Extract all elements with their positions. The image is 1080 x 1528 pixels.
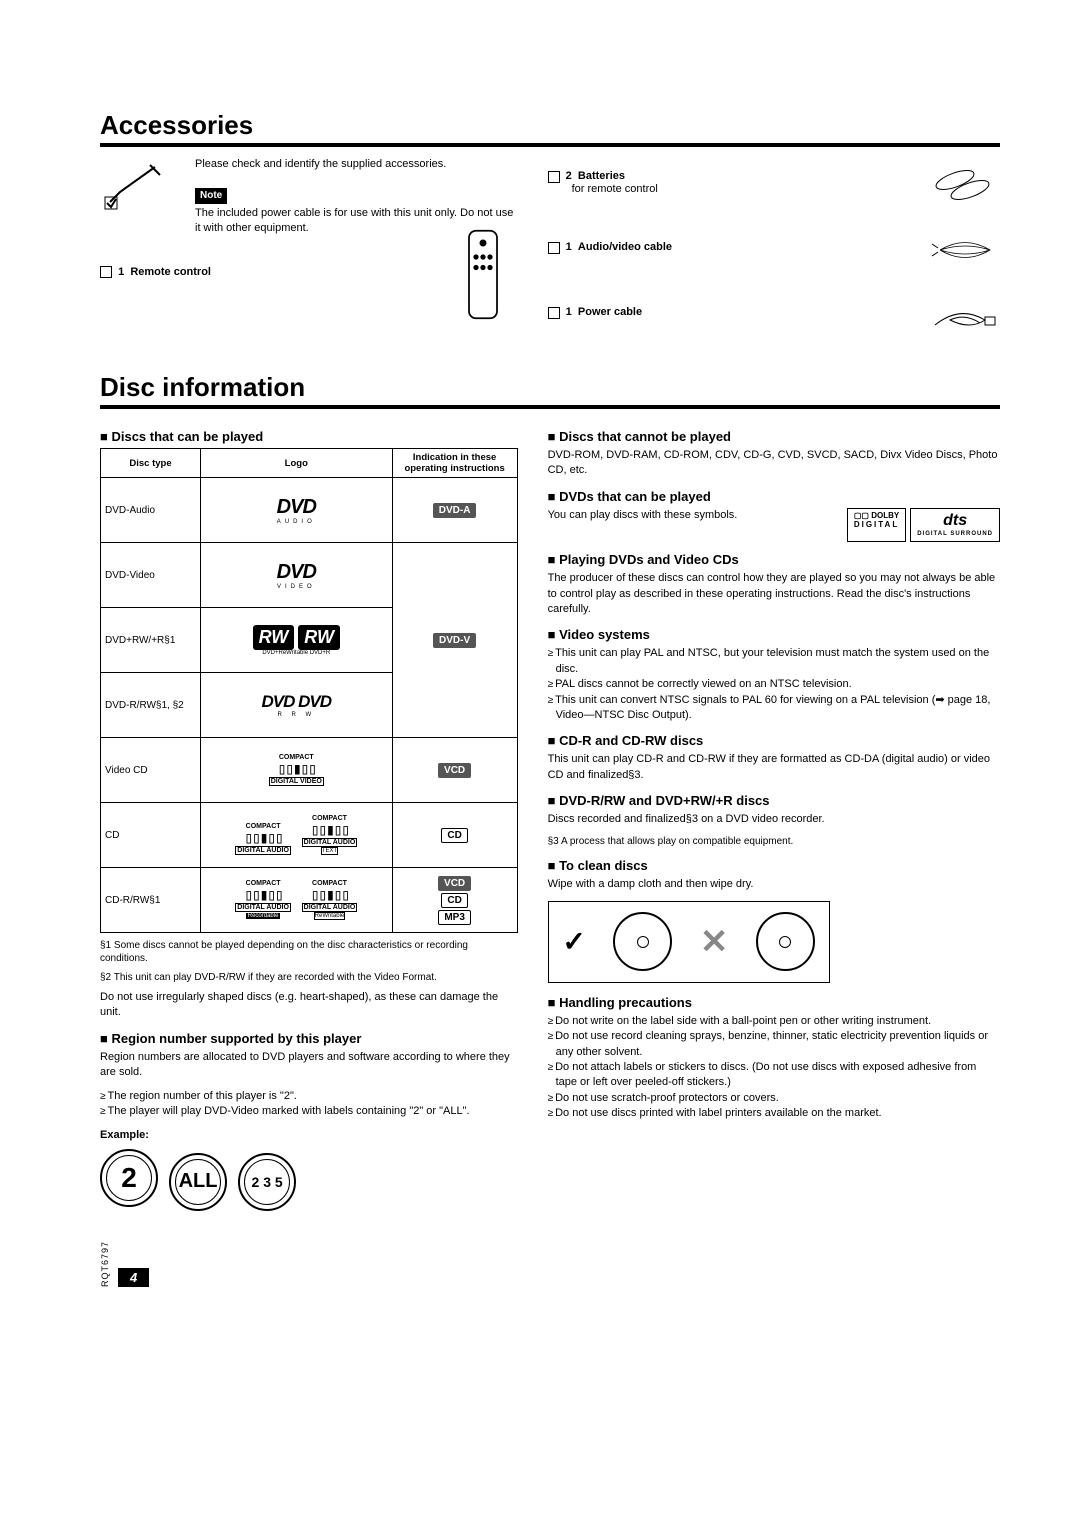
item-avcable: 1 Audio/video cable (548, 241, 905, 253)
item-remote: 1 Remote control (100, 266, 211, 278)
dolby-icon: ▢▢ DOLBYDIGITAL (847, 508, 906, 542)
handling-heading: Handling precautions (548, 995, 1000, 1010)
footnote-3: §3 A process that allows play on compati… (548, 835, 1000, 848)
table-row: CD COMPACT▯▯▮▯▯DIGITAL AUDIO COMPACT▯▯▮▯… (101, 803, 518, 868)
page-footer: RQT6797 4 (100, 1241, 1000, 1287)
batteries-icon (930, 157, 1000, 212)
cannot-heading: Discs that cannot be played (548, 429, 1000, 444)
dvds-text: ▢▢ DOLBYDIGITAL dtsDIGITAL SURROUND You … (548, 508, 1000, 542)
dvdr-text: Discs recorded and finalized§3 on a DVD … (548, 812, 1000, 827)
playing-heading: Playing DVDs and Video CDs (548, 552, 1000, 567)
cannot-text: DVD-ROM, DVD-RAM, CD-ROM, CDV, CD-G, CVD… (548, 448, 1000, 479)
remote-icon (448, 247, 518, 302)
handling-bullets: Do not write on the label side with a ba… (548, 1014, 1000, 1122)
region-bullets: The region number of this player is "2".… (100, 1089, 518, 1120)
disc-table: Disc type Logo Indication in these opera… (100, 448, 518, 933)
doc-code: RQT6797 (100, 1241, 110, 1287)
item-batteries: 2 Batteries for remote control (548, 170, 905, 194)
table-row: DVD-Audio DVDAUDIO DVD-A (101, 478, 518, 543)
av-cable-icon (930, 222, 1000, 277)
dvds-heading: DVDs that can be played (548, 489, 1000, 504)
footnote-2: §2 This unit can play DVD-R/RW if they a… (100, 971, 518, 984)
region-example-icon: 2 3 5 (238, 1153, 296, 1211)
table-row: Video CD COMPACT▯▯▮▯▯DIGITAL VIDEO VCD (101, 738, 518, 803)
note-label: Note (195, 188, 227, 204)
clean-text: Wipe with a damp cloth and then wipe dry… (548, 877, 1000, 892)
video-bullets: This unit can play PAL and NTSC, but you… (548, 646, 1000, 723)
power-cable-icon (930, 287, 1000, 342)
irregular-text: Do not use irregularly shaped discs (e.g… (100, 990, 518, 1021)
dts-icon: dtsDIGITAL SURROUND (910, 508, 1000, 542)
clean-diagram-icon: ✓ ✕ (548, 901, 830, 983)
region-text: Region numbers are allocated to DVD play… (100, 1050, 518, 1081)
table-row: CD-R/RW§1 COMPACT▯▯▮▯▯DIGITAL AUDIORecor… (101, 868, 518, 933)
footnote-1: §1 Some discs cannot be played depending… (100, 939, 518, 965)
accessories-intro: Please check and identify the supplied a… (195, 157, 518, 172)
region-heading: Region number supported by this player (100, 1031, 518, 1046)
region-example-icon: 2 (100, 1149, 158, 1207)
example-label: Example: (100, 1129, 518, 1141)
cdr-text: This unit can play CD-R and CD-RW if the… (548, 752, 1000, 783)
cdr-heading: CD-R and CD-RW discs (548, 733, 1000, 748)
accessories-body: Please check and identify the supplied a… (100, 157, 1000, 352)
video-heading: Video systems (548, 627, 1000, 642)
disc-info-title: Disc information (100, 372, 1000, 409)
hand-check-icon (100, 157, 170, 212)
region-example-icon: ALL (169, 1153, 227, 1211)
item-powercable: 1 Power cable (548, 306, 905, 318)
page-number: 4 (118, 1268, 149, 1287)
playing-text: The producer of these discs can control … (548, 571, 1000, 617)
table-row: DVD-Video DVDVIDEO DVD-V (101, 543, 518, 608)
disc-info-body: Discs that can be played Disc type Logo … (100, 419, 1000, 1211)
accessories-title: Accessories (100, 110, 1000, 147)
clean-heading: To clean discs (548, 858, 1000, 873)
dvdr-heading: DVD-R/RW and DVD+RW/+R discs (548, 793, 1000, 808)
playable-heading: Discs that can be played (100, 429, 518, 444)
